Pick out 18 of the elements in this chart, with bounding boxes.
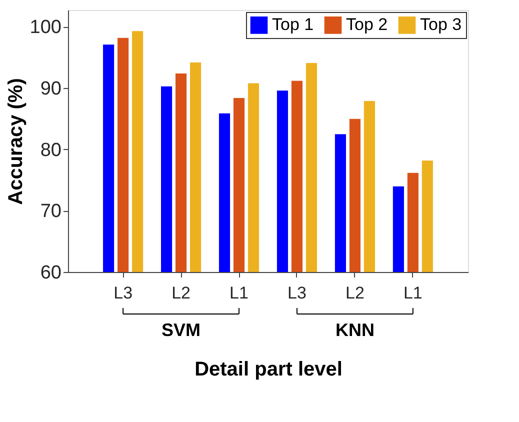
text: KNN — [335, 320, 374, 340]
x-tick-label: L1 — [403, 284, 422, 302]
y-tick-label: 90 — [40, 78, 62, 100]
legend-label: Top 2 — [346, 15, 388, 34]
text: SVM — [162, 320, 201, 340]
legend-label: Top 3 — [420, 15, 462, 34]
x-tick-label: L2 — [345, 284, 364, 302]
x-tick-label: L2 — [172, 284, 191, 302]
x-tick-label: L3 — [114, 284, 133, 302]
y-tick-label: 80 — [40, 140, 62, 161]
y-tick-label: 60 — [40, 262, 62, 284]
x-axis-title: Detail part level — [194, 358, 342, 380]
y-axis-title: Accuracy (%) — [4, 78, 27, 205]
x-tick-label: L3 — [288, 284, 306, 302]
y-tick-label: 70 — [40, 201, 62, 222]
y-tick-label: 100 — [30, 17, 62, 38]
legend-label: Top 1 — [272, 15, 314, 34]
x-tick-label: L1 — [230, 284, 248, 302]
